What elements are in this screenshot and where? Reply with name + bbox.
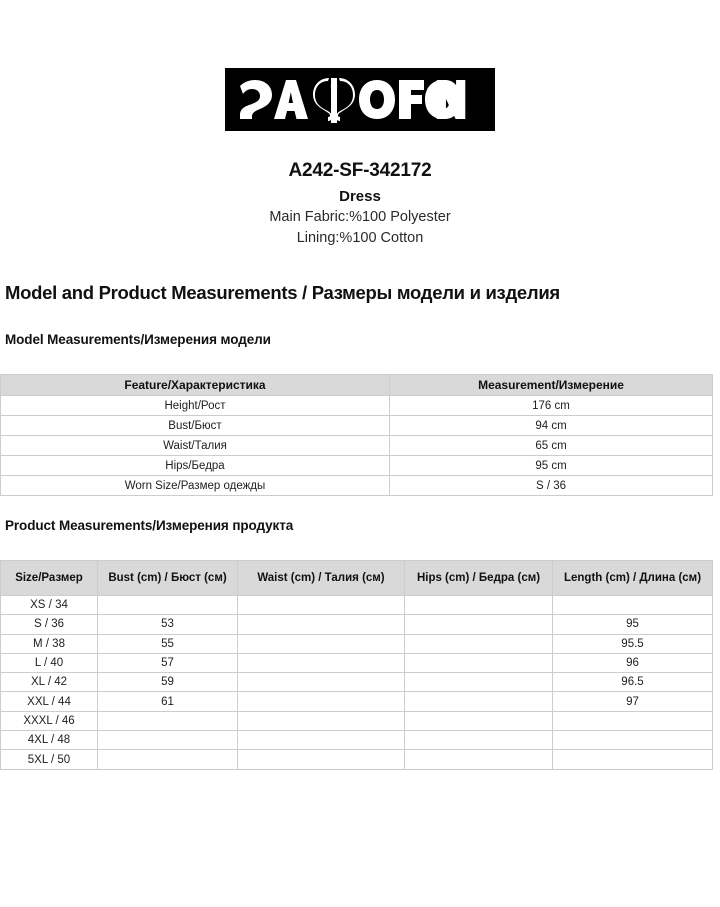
cell-waist bbox=[237, 633, 405, 654]
cell-measurement: 65 cm bbox=[389, 435, 713, 456]
main-fabric-line: Main Fabric:%100 Polyester bbox=[269, 209, 451, 225]
table-row: Bust/Бюст 94 cm bbox=[0, 415, 713, 436]
product-title-block: A242-SF-342172 Dress Main Fabric:%100 Po… bbox=[0, 160, 720, 249]
cell-hips bbox=[404, 730, 553, 751]
column-header-feature: Feature/Характеристика bbox=[0, 374, 390, 396]
cell-length: 95 bbox=[552, 614, 713, 635]
product-sku: A242-SF-342172 bbox=[288, 160, 432, 181]
column-header-bust: Bust (cm) / Бюст (см) bbox=[97, 560, 238, 596]
cell-hips bbox=[404, 594, 553, 616]
table-row: Waist/Талия 65 cm bbox=[0, 435, 713, 456]
cell-length: 95.5 bbox=[552, 633, 713, 654]
cell-length bbox=[552, 730, 713, 751]
table-row: Hips/Бедра 95 cm bbox=[0, 455, 713, 476]
saxofono-wordmark-icon bbox=[240, 77, 466, 123]
cell-size: L / 40 bbox=[0, 652, 98, 674]
product-type: Dress bbox=[339, 188, 381, 205]
cell-measurement: 94 cm bbox=[389, 415, 713, 436]
cell-length: 97 bbox=[552, 691, 713, 712]
cell-waist bbox=[237, 749, 405, 770]
table-row: Worn Size/Размер одежды S / 36 bbox=[0, 475, 713, 496]
product-measurements-heading: Product Measurements/Измерения продукта bbox=[5, 518, 294, 533]
cell-bust: 59 bbox=[97, 672, 238, 693]
cell-bust bbox=[97, 710, 238, 732]
page-title: Model and Product Measurements / Размеры… bbox=[5, 282, 560, 303]
cell-bust: 61 bbox=[97, 691, 238, 712]
column-header-waist: Waist (cm) / Талия (см) bbox=[237, 560, 405, 596]
table-row: 5XL / 50 bbox=[0, 749, 713, 770]
cell-measurement: S / 36 bbox=[389, 475, 713, 496]
table-row: 4XL / 48 bbox=[0, 730, 713, 751]
cell-feature: Height/Рост bbox=[0, 395, 390, 416]
column-header-length: Length (cm) / Длина (см) bbox=[552, 560, 713, 596]
cell-waist bbox=[237, 594, 405, 616]
cell-bust: 55 bbox=[97, 633, 238, 654]
brand-logo-container bbox=[0, 68, 720, 131]
table-row: S / 36 53 95 bbox=[0, 614, 713, 635]
column-header-hips: Hips (cm) / Бедра (см) bbox=[404, 560, 553, 596]
cell-size: 4XL / 48 bbox=[0, 730, 98, 751]
cell-waist bbox=[237, 652, 405, 674]
cell-hips bbox=[404, 633, 553, 654]
cell-bust: 57 bbox=[97, 652, 238, 674]
cell-measurement: 95 cm bbox=[389, 455, 713, 476]
cell-size: M / 38 bbox=[0, 633, 98, 654]
model-measurements-table: Feature/Характеристика Measurement/Измер… bbox=[0, 374, 713, 496]
cell-size: 5XL / 50 bbox=[0, 749, 98, 770]
table-row: XXL / 44 61 97 bbox=[0, 691, 713, 712]
cell-bust bbox=[97, 730, 238, 751]
cell-feature: Hips/Бедра bbox=[0, 455, 390, 476]
cell-waist bbox=[237, 710, 405, 732]
table-row: L / 40 57 96 bbox=[0, 652, 713, 674]
cell-length bbox=[552, 594, 713, 616]
cell-hips bbox=[404, 672, 553, 693]
table-row: XS / 34 bbox=[0, 594, 713, 616]
table-row: M / 38 55 95.5 bbox=[0, 633, 713, 654]
cell-feature: Worn Size/Размер одежды bbox=[0, 475, 390, 496]
cell-feature: Bust/Бюст bbox=[0, 415, 390, 436]
cell-hips bbox=[404, 691, 553, 712]
lining-line: Lining:%100 Cotton bbox=[296, 230, 424, 246]
cell-bust: 53 bbox=[97, 614, 238, 635]
model-measurements-heading: Model Measurements/Измерения модели bbox=[5, 332, 271, 347]
cell-size: S / 36 bbox=[0, 614, 98, 635]
cell-length bbox=[552, 710, 713, 732]
cell-hips bbox=[404, 710, 553, 732]
cell-length bbox=[552, 749, 713, 770]
cell-size: XXL / 44 bbox=[0, 691, 98, 712]
column-header-measurement: Measurement/Измерение bbox=[389, 374, 713, 396]
table-row: XXXL / 46 bbox=[0, 710, 713, 732]
cell-hips bbox=[404, 652, 553, 674]
cell-hips bbox=[404, 614, 553, 635]
cell-size: XS / 34 bbox=[0, 594, 98, 616]
table-header-row: Feature/Характеристика Measurement/Измер… bbox=[0, 374, 713, 396]
cell-hips bbox=[404, 749, 553, 770]
cell-size: XL / 42 bbox=[0, 672, 98, 693]
cell-length: 96.5 bbox=[552, 672, 713, 693]
brand-logo bbox=[225, 68, 495, 131]
cell-size: XXXL / 46 bbox=[0, 710, 98, 732]
cell-feature: Waist/Талия bbox=[0, 435, 390, 456]
cell-bust bbox=[97, 594, 238, 616]
cell-waist bbox=[237, 614, 405, 635]
cell-waist bbox=[237, 691, 405, 712]
table-header-row: Size/Размер Bust (cm) / Бюст (см) Waist … bbox=[0, 560, 713, 596]
cell-waist bbox=[237, 730, 405, 751]
table-row: Height/Рост 176 cm bbox=[0, 395, 713, 416]
cell-length: 96 bbox=[552, 652, 713, 674]
cell-waist bbox=[237, 672, 405, 693]
product-measurements-table: Size/Размер Bust (cm) / Бюст (см) Waist … bbox=[0, 560, 713, 770]
column-header-size: Size/Размер bbox=[0, 560, 98, 596]
cell-measurement: 176 cm bbox=[389, 395, 713, 416]
cell-bust bbox=[97, 749, 238, 770]
table-row: XL / 42 59 96.5 bbox=[0, 672, 713, 693]
